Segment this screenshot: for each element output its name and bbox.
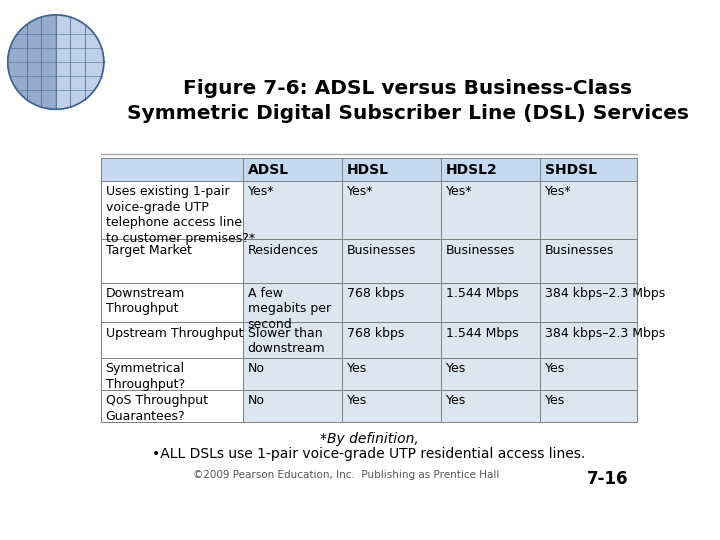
FancyBboxPatch shape bbox=[342, 181, 441, 239]
Text: Figure 7-6: ADSL versus Business-Class
Symmetric Digital Subscriber Line (DSL) S: Figure 7-6: ADSL versus Business-Class S… bbox=[127, 79, 689, 123]
FancyBboxPatch shape bbox=[441, 181, 541, 239]
FancyBboxPatch shape bbox=[101, 283, 243, 322]
Text: 1.544 Mbps: 1.544 Mbps bbox=[446, 287, 518, 300]
FancyBboxPatch shape bbox=[541, 181, 636, 239]
FancyBboxPatch shape bbox=[342, 283, 441, 322]
Text: Symmetrical
Throughput?: Symmetrical Throughput? bbox=[106, 362, 185, 391]
FancyBboxPatch shape bbox=[342, 158, 441, 181]
FancyBboxPatch shape bbox=[243, 181, 342, 239]
FancyBboxPatch shape bbox=[441, 390, 541, 422]
FancyBboxPatch shape bbox=[243, 283, 342, 322]
Text: Businesses: Businesses bbox=[347, 244, 416, 256]
Text: 768 kbps: 768 kbps bbox=[347, 327, 404, 340]
Text: *By definition,: *By definition, bbox=[320, 431, 418, 446]
FancyBboxPatch shape bbox=[441, 283, 541, 322]
FancyBboxPatch shape bbox=[101, 239, 243, 283]
FancyBboxPatch shape bbox=[243, 239, 342, 283]
FancyBboxPatch shape bbox=[243, 390, 342, 422]
Text: SHDSL: SHDSL bbox=[545, 163, 597, 177]
Text: Uses existing 1-pair
voice-grade UTP
telephone access line
to customer premises?: Uses existing 1-pair voice-grade UTP tel… bbox=[106, 185, 255, 245]
FancyBboxPatch shape bbox=[541, 358, 636, 390]
Text: Businesses: Businesses bbox=[545, 244, 614, 256]
FancyBboxPatch shape bbox=[441, 239, 541, 283]
Text: Yes: Yes bbox=[446, 362, 466, 375]
FancyBboxPatch shape bbox=[101, 181, 243, 239]
Text: Yes*: Yes* bbox=[545, 185, 572, 198]
Text: Yes: Yes bbox=[545, 395, 565, 408]
Text: Yes*: Yes* bbox=[347, 185, 373, 198]
FancyBboxPatch shape bbox=[541, 390, 636, 422]
Text: Target Market: Target Market bbox=[106, 244, 192, 256]
Text: QoS Throughput
Guarantees?: QoS Throughput Guarantees? bbox=[106, 395, 207, 423]
FancyBboxPatch shape bbox=[342, 239, 441, 283]
FancyBboxPatch shape bbox=[243, 322, 342, 358]
Text: Yes: Yes bbox=[545, 362, 565, 375]
FancyBboxPatch shape bbox=[541, 283, 636, 322]
FancyBboxPatch shape bbox=[342, 358, 441, 390]
FancyBboxPatch shape bbox=[541, 158, 636, 181]
Text: Businesses: Businesses bbox=[446, 244, 515, 256]
Text: Yes: Yes bbox=[347, 362, 367, 375]
FancyBboxPatch shape bbox=[342, 322, 441, 358]
Text: No: No bbox=[248, 395, 264, 408]
FancyBboxPatch shape bbox=[101, 358, 243, 390]
Text: No: No bbox=[248, 362, 264, 375]
FancyBboxPatch shape bbox=[541, 239, 636, 283]
Text: ADSL: ADSL bbox=[248, 163, 289, 177]
Text: HDSL2: HDSL2 bbox=[446, 163, 498, 177]
Text: 1.544 Mbps: 1.544 Mbps bbox=[446, 327, 518, 340]
Text: A few
megabits per
second: A few megabits per second bbox=[248, 287, 330, 331]
Text: 384 kbps–2.3 Mbps: 384 kbps–2.3 Mbps bbox=[545, 287, 665, 300]
Polygon shape bbox=[8, 15, 104, 109]
Text: Downstream
Throughput: Downstream Throughput bbox=[106, 287, 185, 315]
Text: Upstream Throughput: Upstream Throughput bbox=[106, 327, 243, 340]
Text: Yes*: Yes* bbox=[248, 185, 274, 198]
Polygon shape bbox=[8, 15, 56, 109]
Text: 384 kbps–2.3 Mbps: 384 kbps–2.3 Mbps bbox=[545, 327, 665, 340]
FancyBboxPatch shape bbox=[441, 358, 541, 390]
FancyBboxPatch shape bbox=[101, 322, 243, 358]
FancyBboxPatch shape bbox=[243, 158, 342, 181]
Text: ©2009 Pearson Education, Inc.  Publishing as Prentice Hall: ©2009 Pearson Education, Inc. Publishing… bbox=[194, 470, 500, 480]
FancyBboxPatch shape bbox=[441, 158, 541, 181]
Text: Yes: Yes bbox=[347, 395, 367, 408]
FancyBboxPatch shape bbox=[541, 322, 636, 358]
Text: Yes*: Yes* bbox=[446, 185, 472, 198]
Text: Yes: Yes bbox=[446, 395, 466, 408]
FancyBboxPatch shape bbox=[101, 158, 243, 181]
Text: •ALL DSLs use 1-pair voice-grade UTP residential access lines.: •ALL DSLs use 1-pair voice-grade UTP res… bbox=[153, 447, 585, 461]
Text: 768 kbps: 768 kbps bbox=[347, 287, 404, 300]
FancyBboxPatch shape bbox=[441, 322, 541, 358]
Text: Slower than
downstream: Slower than downstream bbox=[248, 327, 325, 355]
FancyBboxPatch shape bbox=[101, 390, 243, 422]
Text: Residences: Residences bbox=[248, 244, 318, 256]
FancyBboxPatch shape bbox=[243, 358, 342, 390]
Text: HDSL: HDSL bbox=[347, 163, 389, 177]
Text: 7-16: 7-16 bbox=[587, 470, 629, 488]
FancyBboxPatch shape bbox=[342, 390, 441, 422]
